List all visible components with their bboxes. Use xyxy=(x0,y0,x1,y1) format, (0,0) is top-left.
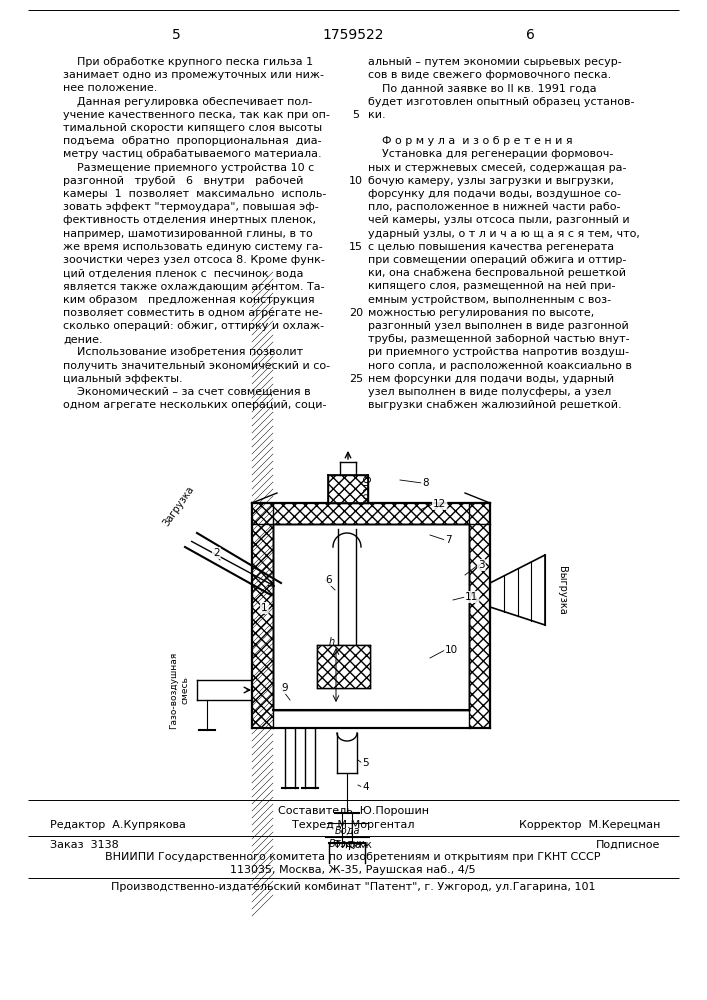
Text: Техред М.Моргентал: Техред М.Моргентал xyxy=(292,820,414,830)
Text: является также охлаждающим агентом. Та-: является также охлаждающим агентом. Та- xyxy=(63,281,325,291)
Text: 5: 5 xyxy=(172,28,180,42)
Text: 5: 5 xyxy=(362,758,368,768)
Text: Загрузка: Загрузка xyxy=(162,484,197,528)
Text: же время использовать единую систему га-: же время использовать единую систему га- xyxy=(63,242,323,252)
Text: пло, расположенное в нижней части рабо-: пло, расположенное в нижней части рабо- xyxy=(368,202,621,212)
Text: 6: 6 xyxy=(325,575,332,585)
Text: можностью регулирования по высоте,: можностью регулирования по высоте, xyxy=(368,308,595,318)
Text: 9: 9 xyxy=(281,683,288,693)
Text: чей камеры, узлы отсоса пыли, разгонный и: чей камеры, узлы отсоса пыли, разгонный … xyxy=(368,215,630,225)
Text: учение качественного песка, так как при оп-: учение качественного песка, так как при … xyxy=(63,110,330,120)
Text: Газо-воздушная
смесь: Газо-воздушная смесь xyxy=(170,651,189,729)
Text: 8: 8 xyxy=(422,478,428,488)
Text: метру частиц обрабатываемого материала.: метру частиц обрабатываемого материала. xyxy=(63,149,322,159)
Bar xyxy=(328,475,368,503)
Text: 2: 2 xyxy=(213,548,220,558)
Text: 113035, Москва, Ж-35, Раушская наб., 4/5: 113035, Москва, Ж-35, Раушская наб., 4/5 xyxy=(230,865,476,875)
Text: 3: 3 xyxy=(478,560,484,570)
Text: 4: 4 xyxy=(362,782,368,792)
Text: 6: 6 xyxy=(525,28,534,42)
Text: форсунку для подачи воды, воздушное со-: форсунку для подачи воды, воздушное со- xyxy=(368,189,621,199)
Text: 11: 11 xyxy=(465,592,478,602)
Text: позволяет совместить в одном агрегате не-: позволяет совместить в одном агрегате не… xyxy=(63,308,323,318)
Text: альный – путем экономии сырьевых ресур-: альный – путем экономии сырьевых ресур- xyxy=(368,57,621,67)
Text: 20: 20 xyxy=(349,308,363,318)
Text: при совмещении операций обжига и оттир-: при совмещении операций обжига и оттир- xyxy=(368,255,626,265)
Text: 7: 7 xyxy=(445,535,452,545)
Text: ри приемного устройства напротив воздуш-: ри приемного устройства напротив воздуш- xyxy=(368,347,629,357)
Text: зовать эффект "термоудара", повышая эф-: зовать эффект "термоудара", повышая эф- xyxy=(63,202,319,212)
Text: циальный эффекты.: циальный эффекты. xyxy=(63,374,182,384)
Text: ного сопла, и расположенной коаксиально в: ного сопла, и расположенной коаксиально … xyxy=(368,361,632,371)
Text: Составитель  Ю.Порошин: Составитель Ю.Порошин xyxy=(278,806,428,816)
Text: Редактор  А.Купрякова: Редактор А.Купрякова xyxy=(50,820,186,830)
Text: сов в виде свежего формовочного песка.: сов в виде свежего формовочного песка. xyxy=(368,70,612,80)
Text: ударный узлы, о т л и ч а ю щ а я с я тем, что,: ударный узлы, о т л и ч а ю щ а я с я те… xyxy=(368,229,640,239)
Text: будет изготовлен опытный образец установ-: будет изготовлен опытный образец установ… xyxy=(368,97,634,107)
Text: 15: 15 xyxy=(349,242,363,252)
Text: Заказ  3138: Заказ 3138 xyxy=(50,840,119,850)
Text: Воздух: Воздух xyxy=(329,839,365,849)
Text: Вода: Вода xyxy=(334,826,360,836)
Text: подъема  обратно  пропорциональная  диа-: подъема обратно пропорциональная диа- xyxy=(63,136,322,146)
Text: Тираж: Тираж xyxy=(334,840,372,850)
Text: 10: 10 xyxy=(445,645,458,655)
Text: бочую камеру, узлы загрузки и выгрузки,: бочую камеру, узлы загрузки и выгрузки, xyxy=(368,176,614,186)
Text: 12: 12 xyxy=(433,499,446,509)
Text: Размещение приемного устройства 10 с: Размещение приемного устройства 10 с xyxy=(63,163,314,173)
Text: Производственно-издательский комбинат "Патент", г. Ужгород, ул.Гагарина, 101: Производственно-издательский комбинат "П… xyxy=(111,882,595,892)
Text: емным устройством, выполненным с воз-: емным устройством, выполненным с воз- xyxy=(368,295,611,305)
Text: При обработке крупного песка гильза 1: При обработке крупного песка гильза 1 xyxy=(63,57,313,67)
Bar xyxy=(469,503,490,728)
Text: зоочистки через узел отсоса 8. Кроме функ-: зоочистки через узел отсоса 8. Кроме фун… xyxy=(63,255,325,265)
Text: 10: 10 xyxy=(349,176,363,186)
Text: Установка для регенерации формовоч-: Установка для регенерации формовоч- xyxy=(368,149,614,159)
Bar xyxy=(252,503,273,728)
Text: 1: 1 xyxy=(261,603,268,613)
Bar xyxy=(317,645,370,688)
Text: Подписное: Подписное xyxy=(595,840,660,850)
Text: Корректор  М.Керецман: Корректор М.Керецман xyxy=(519,820,660,830)
Text: ки.: ки. xyxy=(368,110,385,120)
Text: ки, она снабжена беспровальной решеткой: ки, она снабжена беспровальной решеткой xyxy=(368,268,626,278)
Text: кипящего слоя, размещенной на ней при-: кипящего слоя, размещенной на ней при- xyxy=(368,281,616,291)
Text: разгонный узел выполнен в виде разгонной: разгонный узел выполнен в виде разгонной xyxy=(368,321,629,331)
Text: камеры  1  позволяет  максимально  исполь-: камеры 1 позволяет максимально исполь- xyxy=(63,189,327,199)
Text: получить значительный экономический и со-: получить значительный экономический и со… xyxy=(63,361,330,371)
Text: тимальной скорости кипящего слоя высоты: тимальной скорости кипящего слоя высоты xyxy=(63,123,322,133)
Text: например, шамотизированной глины, в то: например, шамотизированной глины, в то xyxy=(63,229,312,239)
Text: разгонной   трубой   6   внутри   рабочей: разгонной трубой 6 внутри рабочей xyxy=(63,176,303,186)
Text: h: h xyxy=(329,637,335,647)
Text: узел выполнен в виде полусферы, а узел: узел выполнен в виде полусферы, а узел xyxy=(368,387,612,397)
Text: с целью повышения качества регенерата: с целью повышения качества регенерата xyxy=(368,242,614,252)
Text: нее положение.: нее положение. xyxy=(63,83,158,93)
Text: Данная регулировка обеспечивает пол-: Данная регулировка обеспечивает пол- xyxy=(63,97,312,107)
Text: ким образом   предложенная конструкция: ким образом предложенная конструкция xyxy=(63,295,315,305)
Text: По данной заявке во II кв. 1991 года: По данной заявке во II кв. 1991 года xyxy=(368,83,597,93)
Bar xyxy=(252,503,490,524)
Text: нем форсунки для подачи воды, ударный: нем форсунки для подачи воды, ударный xyxy=(368,374,614,384)
Text: Использование изобретения позволит: Использование изобретения позволит xyxy=(63,347,303,357)
Text: Выгрузка: Выгрузка xyxy=(557,566,567,614)
Text: сколько операций: обжиг, оттирку и охлаж-: сколько операций: обжиг, оттирку и охлаж… xyxy=(63,321,324,331)
Text: фективность отделения инертных пленок,: фективность отделения инертных пленок, xyxy=(63,215,316,225)
Text: ных и стержневых смесей, содержащая ра-: ных и стержневых смесей, содержащая ра- xyxy=(368,163,626,173)
Text: трубы, размещенной заборной частью внут-: трубы, размещенной заборной частью внут- xyxy=(368,334,630,344)
Text: занимает одно из промежуточных или ниж-: занимает одно из промежуточных или ниж- xyxy=(63,70,324,80)
Text: 5: 5 xyxy=(353,110,359,120)
Text: ВНИИПИ Государственного комитета по изобретениям и открытиям при ГКНТ СССР: ВНИИПИ Государственного комитета по изоб… xyxy=(105,852,601,862)
Text: 25: 25 xyxy=(349,374,363,384)
Text: дение.: дение. xyxy=(63,334,103,344)
Text: Экономический – за счет совмещения в: Экономический – за счет совмещения в xyxy=(63,387,310,397)
Text: выгрузки снабжен жалюзийной решеткой.: выгрузки снабжен жалюзийной решеткой. xyxy=(368,400,621,410)
Text: 1759522: 1759522 xyxy=(322,28,384,42)
Text: Ф о р м у л а  и з о б р е т е н и я: Ф о р м у л а и з о б р е т е н и я xyxy=(368,136,573,146)
Text: одном агрегате нескольких операций, соци-: одном агрегате нескольких операций, соци… xyxy=(63,400,327,410)
Text: ций отделения пленок с  песчинок  вода: ций отделения пленок с песчинок вода xyxy=(63,268,303,278)
Text: Отсос: Отсос xyxy=(360,475,370,505)
